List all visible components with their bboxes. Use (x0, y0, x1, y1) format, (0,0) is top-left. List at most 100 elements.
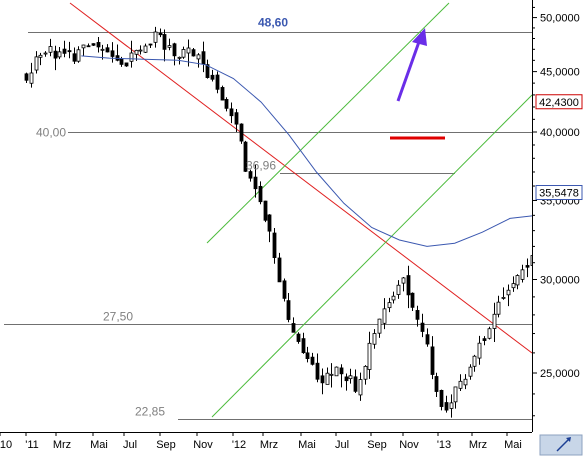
candle-body (387, 302, 392, 309)
candle-body (67, 50, 72, 53)
candle-body (134, 49, 139, 55)
candle-body (124, 62, 129, 67)
x-tick-label: 10 (0, 439, 12, 451)
price-tags: 42,4300 35,5478 (535, 94, 583, 201)
last-price-tag-box (535, 94, 583, 110)
candle-body (540, 228, 543, 240)
corner-widget-box (539, 434, 583, 456)
corner-widget[interactable] (539, 434, 583, 456)
candle-body (196, 54, 201, 60)
candle-body (511, 283, 516, 289)
y-axis: 25,000030,000035,000040,000045,000050,00… (532, 0, 580, 432)
candle-body (501, 297, 506, 299)
candle-body (34, 56, 39, 71)
candle-body (105, 47, 110, 53)
candle-body (158, 32, 163, 36)
moving-average-tag-label: 35,5478 (539, 188, 579, 200)
candle-body (453, 386, 458, 403)
candle-body (296, 333, 301, 342)
candle-body (325, 372, 330, 385)
candle-body (57, 51, 62, 58)
candle-body (38, 54, 43, 58)
x-tick-label: Mrz (260, 439, 278, 451)
trend-lines (69, 2, 532, 418)
x-tick-label: Jul (123, 439, 137, 451)
x-tick-label: Mrz (53, 439, 71, 451)
candle-body (344, 376, 349, 382)
candle-body (449, 402, 454, 409)
candle-body (234, 112, 239, 125)
candle-body (96, 42, 101, 48)
candle-body (129, 52, 134, 62)
candle-body (525, 265, 530, 268)
candle-body (535, 243, 538, 255)
candle-body (215, 74, 220, 90)
candle-body (430, 346, 435, 375)
candle-body (550, 218, 553, 221)
candle-body (24, 73, 29, 81)
x-axis: 10 '11 Mrz Mai Jul Sep Nov '12 Mrz Mai Jul Sep Nov '1… (0, 432, 532, 451)
candle-body (248, 171, 253, 179)
candle-body (367, 342, 372, 370)
channel-lower-line (211, 94, 532, 418)
y-tick-label: 25,0000 (540, 368, 580, 380)
candle-body (148, 43, 153, 46)
x-tick-label: '13 (437, 439, 451, 451)
candle-body (396, 284, 401, 295)
candle-body (348, 375, 353, 380)
candle-body (487, 328, 492, 339)
candle-body (253, 176, 258, 190)
candle-body (382, 308, 387, 324)
candle-body (358, 379, 363, 396)
candle-body (162, 34, 167, 50)
target-arrow-head (412, 28, 427, 46)
candle-body (282, 280, 287, 299)
horizontal-levels (4, 32, 532, 420)
candle-body (220, 87, 225, 101)
x-tick-label: Nov (193, 439, 213, 451)
candle-body (482, 338, 487, 341)
candle-body (177, 56, 182, 59)
candle-body (91, 43, 96, 46)
y-tick-label: 30,0000 (540, 275, 580, 287)
candles (24, 26, 553, 418)
candle-body (263, 200, 268, 221)
moving-average-layer (81, 55, 532, 247)
candle-body (310, 356, 315, 365)
candle-body (277, 257, 282, 283)
candle-body (463, 378, 468, 386)
x-tick-label: '11 (25, 439, 39, 451)
candle-body (353, 376, 358, 392)
candle-body (410, 292, 415, 308)
moving-average-tag-box (535, 185, 583, 201)
level-label: 40,00 (36, 126, 66, 140)
candle-body (191, 49, 196, 57)
candle-body (186, 47, 191, 54)
moving-average-line (81, 55, 532, 247)
candle-body (258, 185, 263, 203)
candle-body (458, 380, 463, 389)
x-tick-label: Sep (367, 439, 387, 451)
candle-body (62, 48, 67, 54)
candle-body (143, 45, 148, 53)
y-tick-label: 40,0000 (540, 127, 580, 139)
candle-body (472, 355, 477, 367)
candle-body (334, 366, 339, 377)
candle-body (86, 45, 91, 48)
x-tick-label: Mai (298, 439, 316, 451)
candle-body (391, 295, 396, 301)
x-tick-label: Mai (504, 439, 522, 451)
level-label: 48,60 (258, 16, 288, 30)
candle-body (224, 99, 229, 109)
candle-body (320, 375, 325, 384)
level-labels: 48,60 40,00 36,96 27,50 22,85 (36, 16, 288, 419)
candle-body (286, 300, 291, 320)
candle-body (138, 49, 143, 52)
candle-body (272, 232, 277, 258)
candle-body (76, 49, 81, 62)
candle-body (496, 301, 501, 315)
candle-body (110, 50, 115, 57)
candle-body (406, 275, 411, 296)
